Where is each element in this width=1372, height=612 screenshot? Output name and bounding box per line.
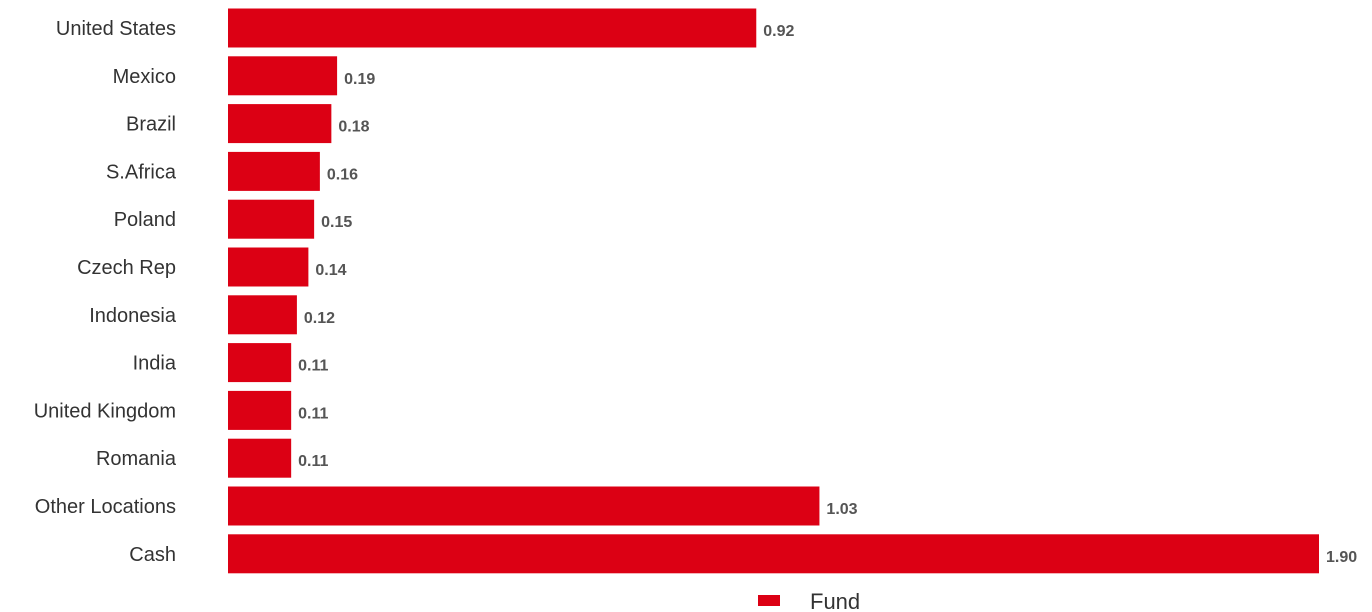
value-label: 0.12 [304,310,335,327]
bar [228,534,1319,574]
bar [228,390,292,430]
value-label: 0.16 [327,166,358,183]
category-label: Mexico [113,66,176,88]
value-label: 1.03 [826,501,857,518]
category-label: Poland [114,209,176,231]
bar [228,151,320,191]
bar [228,247,309,287]
value-label: 0.11 [298,405,328,422]
legend-label-fund: Fund [810,589,860,612]
value-label: 0.92 [763,23,794,40]
value-label: 0.11 [298,453,328,470]
bar [228,104,332,144]
category-label: United Kingdom [34,400,176,422]
category-label: Other Locations [35,496,176,518]
value-label: 1.90 [1326,549,1357,566]
bar [228,56,338,96]
value-label: 0.11 [298,358,328,375]
bar [228,343,292,383]
bar [228,295,297,335]
category-label: Brazil [126,114,176,136]
category-label: United States [56,18,176,40]
category-label: Czech Rep [77,257,176,279]
bar [228,199,315,239]
category-label: India [133,353,177,375]
value-label: 0.18 [338,119,369,136]
category-label: S.Africa [106,161,177,183]
value-label: 0.15 [321,214,352,231]
category-label: Romania [96,448,177,470]
bar [228,8,757,48]
plot-area: United States 0.92 Mexico 0.19 Brazil 0.18 S.A… [34,8,1357,574]
legend-swatch-fund [758,595,780,606]
bar [228,486,820,526]
value-label: 0.19 [344,71,375,88]
bar [228,438,292,478]
category-label: Cash [129,544,176,566]
value-label: 0.14 [315,262,346,279]
category-label: Indonesia [89,305,177,327]
legend: Fund [758,589,860,612]
